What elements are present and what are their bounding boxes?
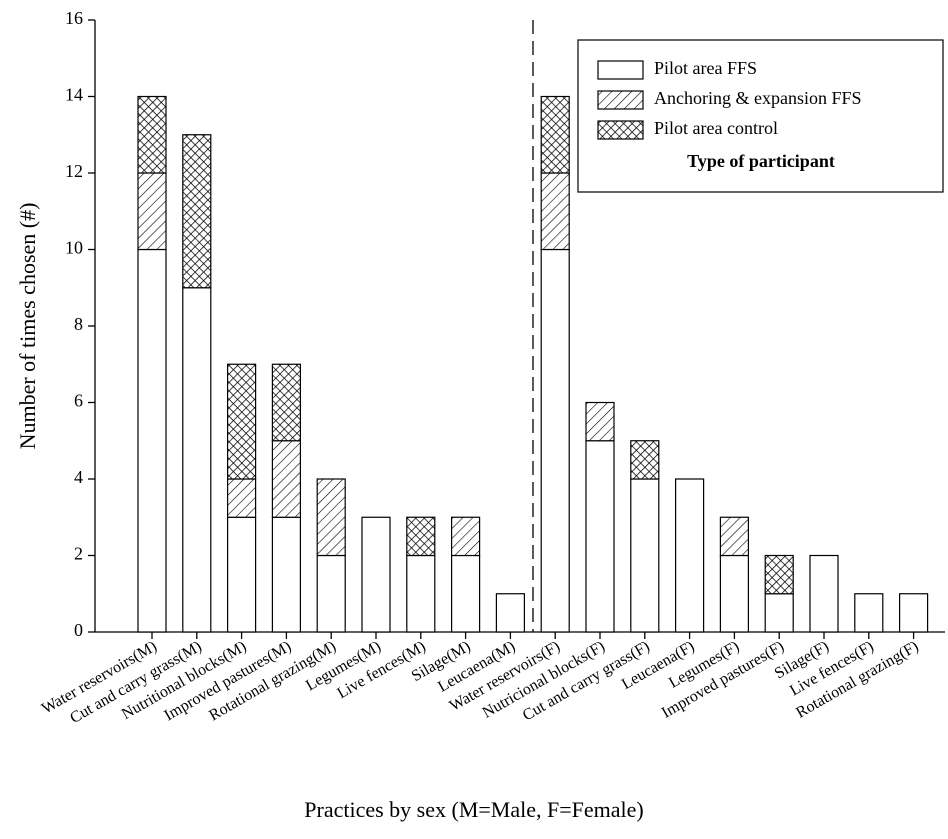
y-tick-label: 14 (65, 85, 83, 105)
bar-segment (585, 401, 615, 442)
legend-swatch (597, 120, 644, 140)
legend-label: Anchoring & expansion FFS (654, 88, 862, 108)
y-tick-label: 2 (74, 544, 83, 564)
bar-segment (182, 134, 212, 289)
bar-segment (540, 172, 570, 251)
bar-segment (182, 287, 212, 633)
legend-label: Pilot area FFS (654, 58, 757, 78)
bar-segment (495, 593, 525, 633)
bar-segment (361, 516, 391, 633)
bar-segment (137, 95, 167, 174)
bar-segment (137, 248, 167, 633)
bar-segment (809, 554, 839, 633)
bar-segment (719, 516, 750, 557)
bar-segment (316, 554, 346, 633)
y-tick-label: 10 (65, 238, 83, 258)
bar-segment (137, 172, 167, 251)
bar-segment (406, 516, 436, 557)
x-axis-label: Practices by sex (M=Male, F=Female) (304, 797, 643, 822)
y-tick-label: 16 (65, 8, 83, 28)
bar-segment (451, 516, 481, 557)
y-tick-label: 4 (74, 467, 83, 487)
bar-segment (540, 248, 570, 633)
y-axis-label: Number of times chosen (#) (15, 203, 40, 450)
bar-segment (719, 554, 750, 633)
legend-swatch (597, 60, 644, 80)
bar-segment (854, 593, 884, 633)
bar-segment (316, 478, 346, 557)
bar-segment (227, 478, 257, 518)
bar-segment (271, 363, 301, 442)
bar-segment (898, 593, 929, 633)
bar-segment (540, 95, 570, 174)
legend-label: Pilot area control (654, 118, 778, 138)
bar-segment (630, 478, 660, 633)
bar-segment (227, 516, 257, 633)
bar-segment (271, 440, 301, 518)
bar-segment (630, 440, 660, 480)
y-tick-label: 6 (74, 391, 83, 411)
y-tick-label: 8 (74, 314, 83, 334)
bar-segment (227, 363, 257, 480)
bar-segment (451, 554, 481, 633)
legend-swatch (597, 90, 644, 110)
bar-segment (674, 478, 705, 633)
y-tick-label: 12 (65, 161, 83, 181)
y-tick-label: 0 (74, 620, 83, 640)
bar-segment (406, 554, 436, 633)
bar-segment (764, 593, 794, 633)
bar-segment (764, 554, 794, 595)
legend-title: Type of participant (687, 151, 835, 171)
bar-segment (585, 440, 615, 633)
bar-segment (271, 516, 301, 633)
